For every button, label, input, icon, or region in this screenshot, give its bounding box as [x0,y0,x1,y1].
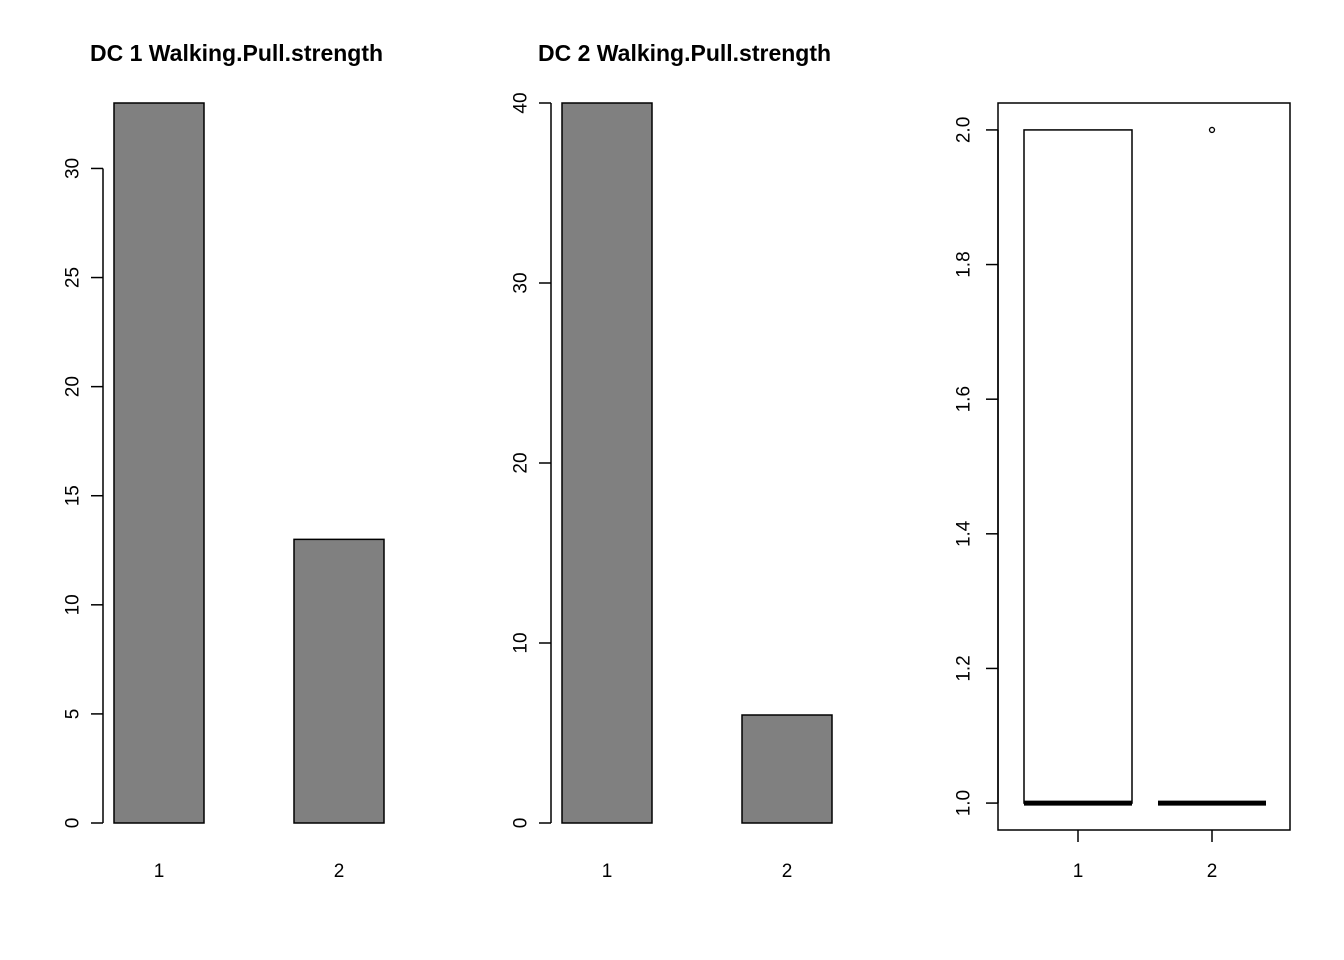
chart-title: DC 2 Walking.Pull.strength [538,40,831,66]
bar-2 [293,538,385,824]
x-tick-label: 2 [782,861,793,882]
y-tick-label: 15 [63,485,84,506]
box-rect [1023,129,1133,804]
y-tick-label: 2.0 [954,117,975,143]
chart-title: DC 1 Walking.Pull.strength [90,40,383,66]
y-tick-label: 20 [511,452,532,473]
y-tick-label: 5 [63,709,84,720]
y-tick-label: 40 [511,92,532,113]
y-axis-ticks: 0 5 10 15 20 25 30 [63,158,103,829]
y-tick-label: 10 [63,594,84,615]
box-2 [1158,126,1266,806]
y-tick-label: 10 [511,632,532,653]
bar-1 [113,102,205,824]
y-tick-label: 1.6 [954,386,975,412]
bars [561,102,833,824]
y-tick-label: 1.2 [954,655,975,681]
bar-1 [561,102,653,824]
x-tick-label: 2 [1207,861,1218,882]
y-axis-ticks: 1.0 1.2 1.4 1.6 1.8 2.0 [954,117,998,816]
x-tick-label: 1 [602,861,613,882]
x-tick-label: 1 [1073,861,1084,882]
x-tick-label: 1 [154,861,165,882]
x-tick-label: 2 [334,861,345,882]
plot-frame [997,102,1291,831]
bar-chart-dc1: DC 1 Walking.Pull.strength 051015202530 … [63,40,385,882]
y-tick-label: 1.8 [954,251,975,277]
bars [113,102,385,824]
y-tick-label: 1.0 [954,790,975,816]
boxes [1023,126,1266,806]
y-tick-label: 1.4 [954,520,975,547]
bar-2 [741,714,833,824]
y-tick-label: 30 [511,272,532,293]
y-tick-label: 0 [511,818,532,829]
box-1 [1023,129,1133,806]
y-tick-label: 30 [63,158,84,179]
y-tick-label: 0 [63,818,84,829]
y-axis-ticks: 0 10 20 30 40 [511,92,551,829]
outlier-point [1208,126,1216,134]
y-tick-label: 25 [63,267,84,288]
y-tick-label: 20 [63,376,84,397]
